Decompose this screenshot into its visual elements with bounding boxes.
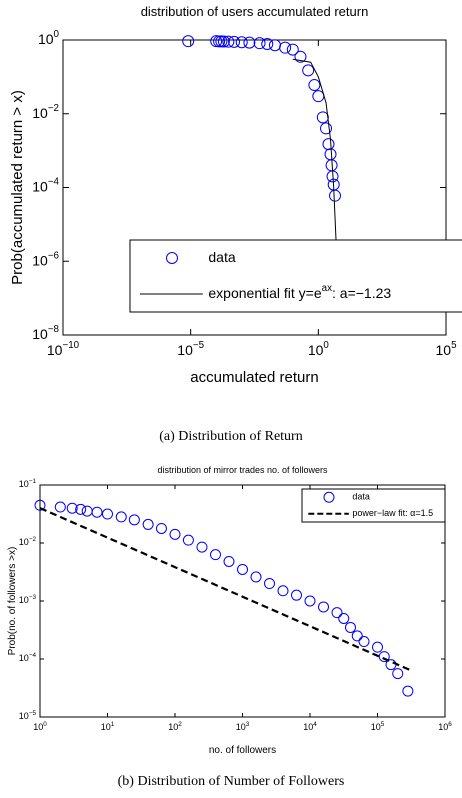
data-point xyxy=(320,122,333,135)
x-tick-label: 105 xyxy=(435,340,457,358)
data-point xyxy=(253,37,266,50)
data-point xyxy=(155,522,167,534)
x-tick-label: 104 xyxy=(303,721,317,732)
x-tick-label: 106 xyxy=(438,721,452,732)
x-axis-label: accumulated return xyxy=(190,369,318,386)
x-tick-label: 100 xyxy=(308,340,330,358)
data-point xyxy=(196,541,208,553)
data-point xyxy=(235,36,248,49)
x-tick-label: 10−5 xyxy=(177,340,204,358)
data-point xyxy=(102,508,113,520)
data-point xyxy=(182,35,195,48)
data-point xyxy=(182,534,194,546)
data-point xyxy=(128,514,140,526)
data-point xyxy=(277,585,289,597)
y-tick-label: 10−5 xyxy=(19,710,37,721)
data-point xyxy=(142,518,154,530)
x-tick-label: 101 xyxy=(101,721,115,732)
data-point xyxy=(237,563,248,575)
caption: (a) Distribution of Return xyxy=(159,429,302,444)
data-point xyxy=(372,641,383,653)
legend-box xyxy=(301,488,446,523)
data-point xyxy=(329,189,342,202)
data-point xyxy=(358,636,370,648)
data-point xyxy=(286,43,299,56)
y-tick-label: 100 xyxy=(38,29,60,47)
legend-box xyxy=(129,239,462,313)
legend-label: power−law fit: α=1.5 xyxy=(352,508,433,518)
fit-line xyxy=(292,58,337,244)
data-point xyxy=(318,601,330,613)
data-point xyxy=(302,64,315,77)
y-tick-label: 10−6 xyxy=(32,250,59,268)
y-tick-label: 10−2 xyxy=(19,536,37,547)
plot-area xyxy=(39,484,446,718)
legend-label: exponential fit y=eax: a=−1.23 xyxy=(208,283,391,301)
x-axis-label: no. of followers xyxy=(209,745,276,756)
y-tick-label: 10−4 xyxy=(19,652,37,663)
y-tick-label: 10−2 xyxy=(32,103,59,121)
data-point xyxy=(91,506,103,518)
data-point xyxy=(294,50,307,63)
y-tick-label: 10−8 xyxy=(32,324,59,342)
data-point xyxy=(115,511,127,523)
data-point xyxy=(54,501,66,513)
data-point xyxy=(210,35,223,48)
data-point xyxy=(308,79,321,92)
data-point xyxy=(392,668,404,680)
legend-label: data xyxy=(208,249,235,265)
data-point xyxy=(264,578,276,590)
data-point xyxy=(402,685,414,697)
x-tick-label: 105 xyxy=(371,721,385,732)
data-point xyxy=(209,549,221,561)
y-tick-label: 10−3 xyxy=(19,594,37,605)
x-tick-label: 102 xyxy=(168,721,182,732)
legend-marker xyxy=(323,491,335,503)
data-point xyxy=(279,41,292,54)
data-point xyxy=(351,630,363,642)
data-point xyxy=(316,111,329,124)
data-point xyxy=(344,621,356,633)
legend-marker xyxy=(166,252,178,264)
data-point xyxy=(322,138,335,151)
data-point xyxy=(222,35,235,48)
x-tick-label: 100 xyxy=(33,721,47,732)
data-point xyxy=(378,651,390,663)
x-tick-label: 10−10 xyxy=(47,340,80,358)
data-point xyxy=(66,502,78,514)
data-point xyxy=(75,503,87,515)
y-axis-label: Prob(accumulated return > x) xyxy=(9,90,26,285)
caption: (b) Distribution of Number of Followers xyxy=(118,774,345,789)
data-point xyxy=(291,589,303,601)
data-point xyxy=(217,35,230,48)
data-point xyxy=(34,499,46,511)
data-point xyxy=(338,612,350,624)
data-point xyxy=(331,607,343,619)
y-tick-label: 10−1 xyxy=(19,478,37,489)
chart-title: distribution of users accumulated return xyxy=(141,4,369,19)
fit-line xyxy=(39,507,411,671)
chart-title: distribution of mirror trades no. of fol… xyxy=(157,465,328,475)
data-point xyxy=(243,36,256,49)
y-axis-label: Prob(no. of followers >x) xyxy=(7,547,18,656)
data-point xyxy=(228,35,241,48)
data-point xyxy=(250,571,262,583)
y-tick-label: 10−4 xyxy=(32,177,59,195)
data-point xyxy=(304,595,316,607)
data-point xyxy=(223,555,235,567)
data-point xyxy=(261,37,274,50)
data-point xyxy=(169,528,181,540)
legend-label: data xyxy=(352,492,370,502)
x-tick-label: 103 xyxy=(236,721,250,732)
